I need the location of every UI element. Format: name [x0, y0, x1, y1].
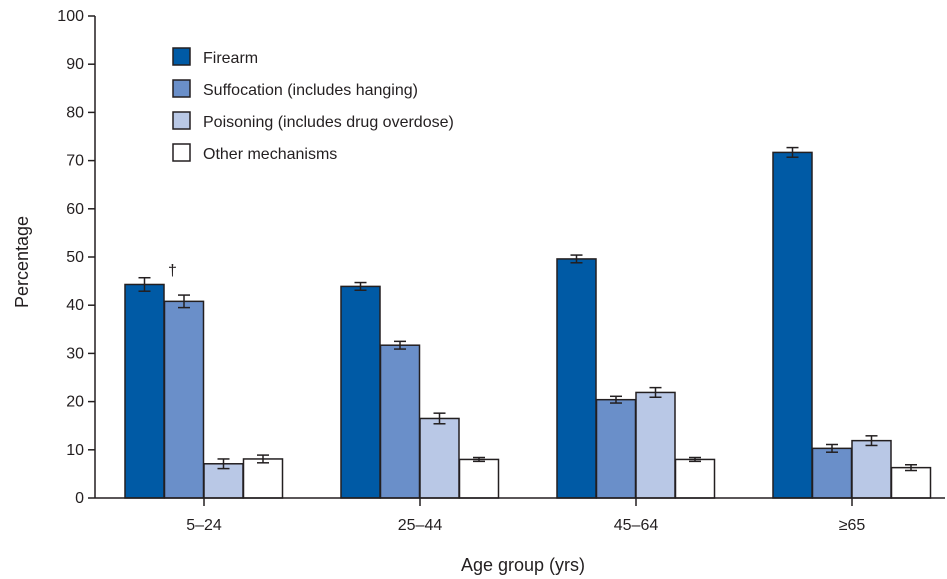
y-axis-label: Percentage	[12, 216, 32, 308]
y-tick-label: 70	[66, 153, 84, 170]
bar	[811, 447, 853, 499]
x-tick-label: 45–64	[614, 517, 659, 534]
x-tick-label: ≥65	[839, 517, 866, 534]
y-tick-label: 0	[75, 490, 84, 507]
x-tick-label: 5–24	[186, 517, 222, 534]
y-tick-label: 80	[66, 104, 84, 121]
legend-label: Poisoning (includes drug overdose)	[203, 114, 454, 131]
legend-swatch	[172, 143, 191, 162]
y-tick-label: 90	[66, 56, 84, 73]
bar	[674, 458, 716, 499]
bar	[635, 391, 676, 499]
bar	[419, 417, 460, 499]
bar	[379, 344, 421, 499]
bar	[163, 300, 205, 499]
y-tick-label: 30	[66, 345, 84, 362]
legend: Firearm Suffocation (includes hanging) Poi…	[172, 47, 454, 163]
bar	[458, 458, 500, 499]
bar	[124, 283, 165, 499]
y-tick-label: 100	[57, 8, 84, 25]
bar	[851, 439, 892, 499]
bar	[242, 458, 284, 499]
y-tick-label: 10	[66, 442, 84, 459]
y-tick-label: 50	[66, 249, 84, 266]
y-tick-label: 60	[66, 201, 84, 218]
x-tick-label: 25–44	[398, 517, 443, 534]
legend-label: Firearm	[203, 50, 258, 67]
bars	[124, 151, 932, 499]
y-tick-label: 20	[66, 394, 84, 411]
bar	[890, 466, 932, 499]
bar	[595, 398, 637, 499]
legend-label: Suffocation (includes hanging)	[203, 82, 418, 99]
legend-label: Other mechanisms	[203, 146, 337, 163]
bar	[556, 258, 597, 499]
x-axis: 5–24 25–44 45–64 ≥65	[95, 497, 945, 534]
x-axis-label: Age group (yrs)	[461, 555, 585, 575]
bar	[203, 463, 244, 499]
bar	[772, 151, 813, 499]
y-tick-label: 40	[66, 297, 84, 314]
error-bars	[138, 146, 917, 472]
bar	[340, 285, 381, 499]
annotation-dagger: †	[168, 263, 177, 280]
y-axis: 0 10 20 30 40 50 60 70 80 90 100	[57, 8, 96, 507]
legend-swatch	[172, 79, 191, 98]
legend-swatch	[172, 47, 191, 66]
legend-swatch	[172, 111, 191, 130]
